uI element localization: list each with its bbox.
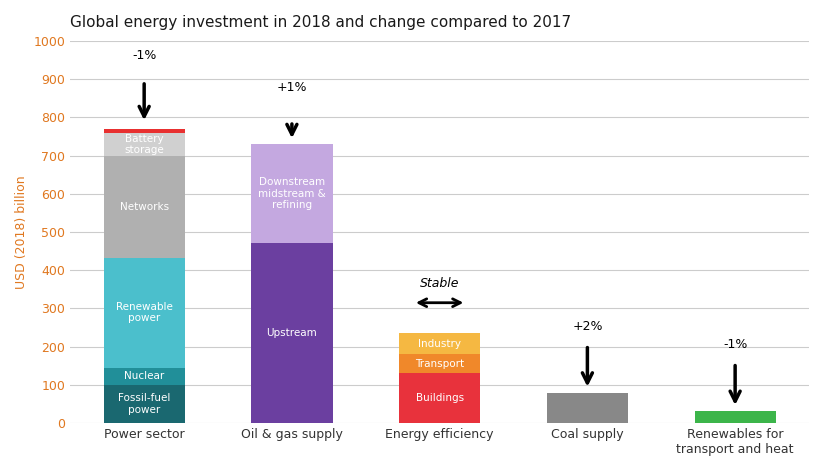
Text: +1%: +1% xyxy=(277,81,307,94)
Bar xyxy=(251,244,333,423)
Text: Industry: Industry xyxy=(418,339,461,349)
Text: Buildings: Buildings xyxy=(415,393,464,403)
Bar xyxy=(695,411,775,423)
Text: Nuclear: Nuclear xyxy=(124,371,164,382)
Bar xyxy=(104,129,185,133)
Text: +2%: +2% xyxy=(572,320,602,333)
Bar xyxy=(251,144,333,244)
Bar xyxy=(399,354,480,374)
Bar xyxy=(104,133,185,156)
Text: Networks: Networks xyxy=(119,202,169,212)
Bar xyxy=(104,385,185,423)
Text: -1%: -1% xyxy=(132,49,157,62)
Y-axis label: USD (2018) billion: USD (2018) billion xyxy=(15,175,28,289)
Text: Renewable
power: Renewable power xyxy=(115,302,172,324)
Text: Battery
storage: Battery storage xyxy=(124,134,164,155)
Text: Downstream
midstream &
refining: Downstream midstream & refining xyxy=(258,177,325,211)
Text: -1%: -1% xyxy=(723,338,747,350)
Text: Upstream: Upstream xyxy=(266,328,317,338)
Bar xyxy=(547,392,628,423)
Text: Stable: Stable xyxy=(420,277,460,290)
Bar xyxy=(104,258,185,368)
Bar xyxy=(399,374,480,423)
Text: Fossil-fuel
power: Fossil-fuel power xyxy=(118,393,171,415)
Text: Transport: Transport xyxy=(415,359,464,369)
Bar xyxy=(399,333,480,354)
Bar xyxy=(104,368,185,385)
Text: Global energy investment in 2018 and change compared to 2017: Global energy investment in 2018 and cha… xyxy=(70,15,571,30)
Bar xyxy=(104,156,185,258)
